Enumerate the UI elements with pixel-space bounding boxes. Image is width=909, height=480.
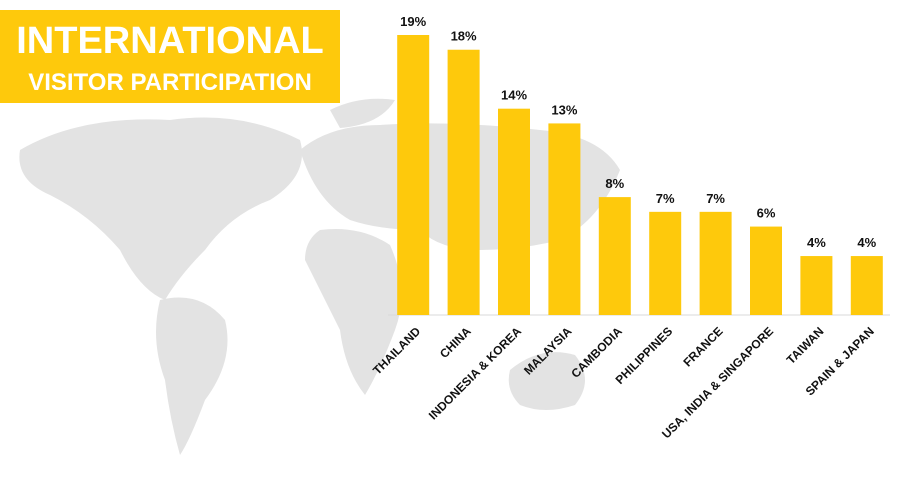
x-tick-label: FRANCE — [680, 324, 725, 369]
bar — [649, 211, 682, 315]
x-tick-label: CHINA — [437, 324, 474, 361]
data-label: 13% — [551, 102, 577, 117]
chart-title: INTERNATIONAL — [16, 20, 324, 62]
data-label: 7% — [706, 191, 725, 206]
bar — [598, 197, 631, 315]
x-tick-label: TAIWAN — [784, 324, 827, 367]
bar — [750, 226, 782, 315]
bar — [447, 49, 480, 315]
bar — [850, 256, 883, 315]
data-label: 7% — [656, 191, 675, 206]
bar — [397, 35, 430, 315]
bar — [498, 108, 530, 316]
data-label: 4% — [857, 235, 876, 250]
data-label: 8% — [605, 176, 624, 191]
data-label: 4% — [807, 235, 826, 250]
bar — [800, 256, 833, 315]
chart-subtitle: VISITOR PARTICIPATION — [28, 69, 312, 96]
title-box — [0, 10, 340, 103]
data-label: 19% — [400, 14, 426, 29]
data-label: 6% — [757, 206, 776, 221]
bar — [699, 211, 732, 315]
data-label: 14% — [501, 88, 527, 103]
data-label: 18% — [451, 29, 477, 44]
bar — [548, 123, 581, 315]
